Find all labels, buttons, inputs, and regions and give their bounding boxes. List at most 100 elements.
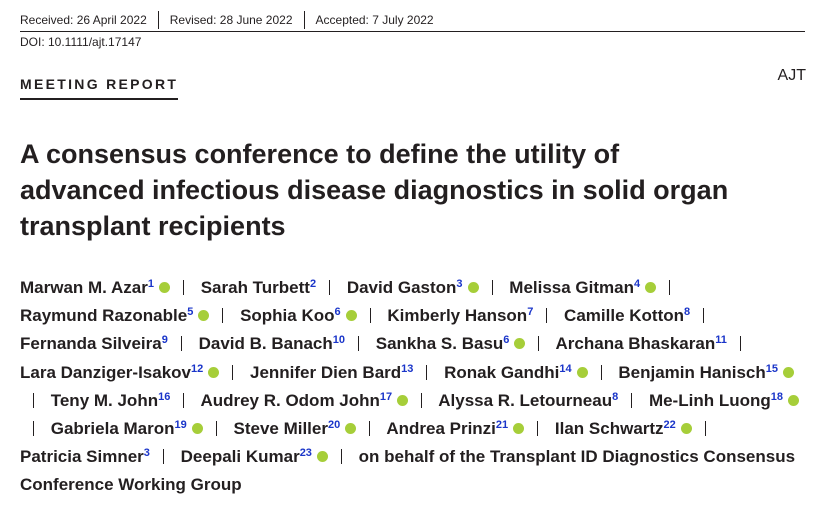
separator	[215, 421, 217, 437]
author: Audrey R. Odom John17	[200, 390, 409, 410]
author-name: Sophia Koo	[240, 306, 335, 326]
orcid-icon	[576, 366, 588, 378]
author: Gabriela Maron19	[51, 419, 203, 438]
affiliation: 12	[191, 362, 204, 375]
journal: AJT	[777, 67, 806, 84]
separator	[421, 392, 423, 408]
author-name: Sankha S. Basu	[375, 334, 504, 354]
author: Jennifer Dien Bard13	[250, 363, 413, 382]
orcid-icon	[513, 423, 525, 435]
separator	[162, 449, 164, 465]
affiliation: 6	[334, 306, 341, 319]
separator	[340, 449, 342, 465]
separator	[600, 364, 602, 380]
author-name: Marwan M. Azar	[20, 278, 148, 297]
author: Lara Danziger-Isakov12	[20, 362, 220, 382]
authors: Marwan M. Azar1 Sarah Turbett2 David Gas…	[20, 274, 810, 500]
date: Accepted: 7 July 2022	[303, 11, 445, 29]
separator	[537, 421, 539, 437]
author-name: Raymund Razonable	[20, 306, 188, 326]
affiliation: 8	[684, 306, 691, 319]
author: Deepali Kumar23	[181, 447, 328, 466]
separator	[33, 392, 34, 408]
title: A consensus conference to define the uti…	[20, 139, 729, 241]
author-name: David B. Banach	[198, 334, 333, 354]
date: Received: 26 April 2022	[20, 13, 147, 27]
separator	[329, 280, 331, 295]
author-name: Teny M. John	[50, 390, 159, 410]
author: Raymund Razonable5	[20, 306, 210, 326]
author-name: Andrea Prinzi	[386, 419, 496, 439]
separator	[703, 308, 705, 324]
author-name: David Gaston	[346, 278, 457, 297]
affiliation: 3	[456, 278, 463, 290]
author-name: Alyssa R. Letourneau	[438, 390, 613, 410]
affiliation: 15	[765, 362, 778, 375]
affiliation: 13	[401, 362, 414, 375]
affiliation: 9	[161, 334, 168, 347]
author: Sophia Koo6	[240, 306, 357, 325]
author: Melissa Gitman4	[509, 278, 657, 297]
author-name: Archana Bhaskaran	[555, 334, 716, 354]
separator	[369, 308, 371, 324]
affiliation: 7	[527, 306, 534, 319]
separator	[33, 421, 34, 437]
author-name: Gabriela Maron	[50, 419, 175, 439]
orcid-icon	[397, 394, 409, 406]
author-name: Patricia Simner	[20, 447, 144, 467]
doi: DOI: 10.1111/ajt.17147	[20, 35, 142, 49]
author: Camille Kotton8	[564, 306, 690, 325]
orcid-icon	[788, 394, 799, 406]
author: Marwan M. Azar1	[20, 278, 170, 297]
affiliation: 6	[503, 334, 510, 347]
author-name: Me-Linh Luong	[648, 390, 771, 410]
author: Fernanda Silveira9	[20, 334, 168, 353]
separator	[182, 280, 184, 295]
author: Benjamin Hanisch15	[618, 363, 794, 382]
affiliation: 4	[634, 278, 641, 290]
affiliation: 2	[309, 278, 317, 290]
orcid-icon	[345, 310, 357, 322]
orcid-icon	[198, 310, 210, 322]
separator	[358, 336, 359, 352]
affiliation: 11	[715, 334, 727, 347]
separator	[704, 421, 706, 437]
author: Archana Bhaskaran11	[556, 334, 727, 353]
author: David B. Banach10	[199, 334, 345, 353]
author: Steve Miller20	[233, 419, 357, 438]
affiliation: 1	[147, 278, 154, 290]
separator	[232, 364, 234, 380]
author: David Gaston3	[347, 278, 479, 297]
date: Revised: 28 June 2022	[157, 11, 304, 29]
author: Sankha S. Basu6	[376, 334, 526, 353]
affiliation: 3	[143, 447, 150, 460]
separator	[222, 308, 224, 324]
separator	[739, 336, 741, 352]
separator	[669, 280, 671, 295]
affiliation: 22	[663, 419, 676, 432]
author-name: Kimberly Hanson	[387, 306, 528, 326]
author: Sarah Turbett2	[201, 278, 316, 297]
affiliation: 16	[158, 390, 171, 403]
orcid-icon	[191, 423, 203, 435]
orcid-icon	[208, 366, 220, 378]
author: Ilan Schwartz22	[555, 419, 692, 438]
author-name: Camille Kotton	[564, 306, 684, 326]
separator	[538, 336, 540, 352]
separator	[369, 421, 371, 437]
author-name: Benjamin Hanisch	[618, 362, 766, 382]
author-name: Audrey R. Odom John	[200, 390, 380, 410]
separator	[426, 364, 428, 380]
affiliation: 8	[612, 390, 619, 403]
affiliation: 21	[495, 419, 509, 432]
separator	[491, 280, 493, 295]
orcid-icon	[316, 451, 328, 463]
orcid-icon	[680, 423, 692, 435]
author: Me-Linh Luong18	[649, 391, 799, 410]
orcid-icon	[645, 282, 657, 293]
separator	[546, 308, 548, 324]
author: Kimberly Hanson7	[387, 306, 533, 325]
orcid-icon	[514, 338, 526, 350]
orcid-icon	[158, 282, 170, 293]
